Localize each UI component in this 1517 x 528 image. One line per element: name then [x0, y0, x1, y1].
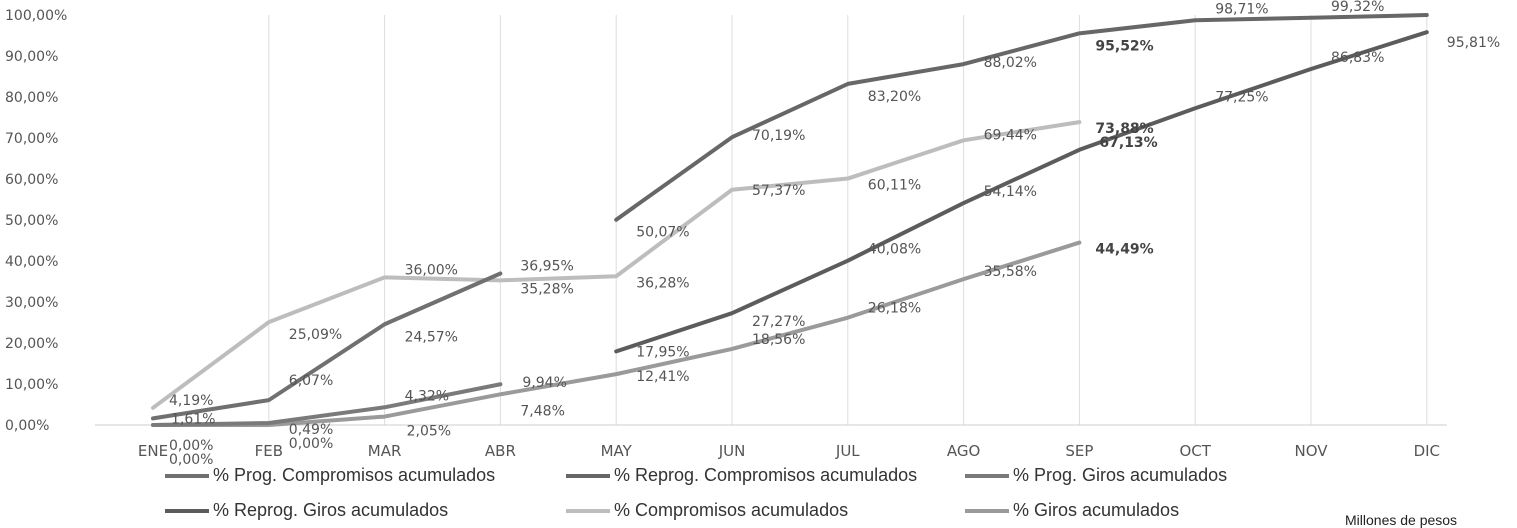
legend-item-reprog-giros: % Reprog. Giros acumulados: [165, 500, 448, 521]
data-label: 2,05%: [407, 424, 451, 440]
legend-item-reprog-compromisos: % Reprog. Compromisos acumulados: [566, 465, 917, 486]
data-label: 4,32%: [405, 388, 449, 404]
data-label: 0,00%: [289, 436, 333, 452]
x-tick-label: JUN: [718, 442, 746, 460]
legend-item-prog-compromisos: % Prog. Compromisos acumulados: [165, 465, 495, 486]
legend-swatch: [965, 473, 1009, 478]
data-label: 35,28%: [520, 281, 573, 297]
x-tick-label: SEP: [1065, 442, 1093, 460]
data-label: 98,71%: [1215, 1, 1268, 17]
y-tick-label: 30,00%: [5, 295, 58, 311]
data-label: 73,88%: [1095, 121, 1153, 137]
data-label: 70,19%: [752, 128, 805, 144]
y-tick-label: 90,00%: [5, 49, 58, 65]
data-label: 44,49%: [1095, 242, 1153, 258]
data-label: 50,07%: [636, 225, 689, 241]
y-tick-label: 20,00%: [5, 336, 58, 352]
x-tick-label: OCT: [1179, 442, 1211, 460]
data-label: 60,11%: [868, 178, 921, 194]
data-label: 0,00%: [169, 452, 213, 468]
y-tick-label: 100,00%: [5, 8, 67, 24]
data-label: 35,58%: [984, 264, 1037, 280]
data-label: 86,83%: [1331, 50, 1384, 66]
legend-item-giros: % Giros acumulados: [965, 500, 1179, 521]
data-label: 1,61%: [171, 411, 215, 427]
data-label: 36,00%: [405, 262, 458, 278]
legend-label: % Giros acumulados: [1013, 500, 1180, 520]
series-line: [614, 30, 1429, 354]
x-tick-label: ABR: [485, 442, 516, 460]
legend-swatch: [566, 473, 610, 478]
y-tick-label: 60,00%: [5, 172, 58, 188]
legend-item-prog-giros: % Prog. Giros acumulados: [965, 465, 1227, 486]
legend-label: % Prog. Giros acumulados: [1013, 465, 1228, 485]
x-tick-label: ENE: [138, 442, 168, 460]
data-label: 36,95%: [520, 259, 573, 275]
data-label: 4,19%: [169, 393, 213, 409]
data-label: 95,52%: [1095, 38, 1153, 54]
data-label: 24,57%: [405, 329, 458, 345]
y-tick-label: 80,00%: [5, 90, 58, 106]
legend-swatch: [965, 508, 1009, 513]
x-tick-label: MAR: [368, 442, 402, 460]
data-label: 95,81%: [1447, 35, 1500, 51]
legend-swatch: [165, 473, 209, 478]
data-label: 77,25%: [1215, 89, 1268, 105]
data-label: 54,14%: [984, 184, 1037, 200]
data-label: 12,41%: [636, 369, 689, 385]
data-label: 0,49%: [289, 422, 333, 438]
legend-swatch: [165, 508, 209, 513]
data-label: 6,07%: [289, 373, 333, 389]
data-label: 26,18%: [868, 301, 921, 317]
series-line: [151, 120, 1082, 410]
data-label: 40,08%: [868, 242, 921, 258]
legend-label: % Compromisos acumulados: [614, 500, 849, 520]
data-label: 18,56%: [752, 332, 805, 348]
x-tick-label: NOV: [1294, 442, 1328, 460]
data-label: 17,95%: [636, 344, 689, 360]
y-tick-label: 10,00%: [5, 377, 58, 393]
x-tick-label: DIC: [1414, 442, 1440, 460]
series-line: [151, 240, 1082, 427]
legend-label: % Reprog. Compromisos acumulados: [614, 465, 918, 485]
series-line: [614, 13, 1429, 222]
data-label: 36,28%: [636, 275, 689, 291]
series-line: [151, 271, 503, 421]
data-label: 57,37%: [752, 183, 805, 199]
units-note: Millones de pesos: [1345, 512, 1458, 528]
y-tick-label: 70,00%: [5, 131, 58, 147]
x-tick-label: JUL: [835, 442, 860, 460]
x-tick-label: MAY: [601, 442, 633, 460]
data-label: 9,94%: [522, 375, 566, 391]
data-label: 0,00%: [169, 438, 213, 454]
data-label: 69,44%: [984, 127, 1037, 143]
data-label: 7,48%: [520, 403, 564, 419]
x-tick-label: FEB: [255, 442, 283, 460]
x-tick-label: AGO: [947, 442, 980, 460]
data-label: 67,13%: [1099, 135, 1157, 151]
data-label: 27,27%: [752, 314, 805, 330]
data-label: 25,09%: [289, 327, 342, 343]
y-tick-label: 0,00%: [5, 418, 49, 434]
series-line: [151, 382, 503, 427]
legend-label: % Reprog. Giros acumulados: [213, 500, 449, 520]
legend-label: % Prog. Compromisos acumulados: [213, 465, 496, 485]
data-label: 83,20%: [868, 89, 921, 105]
y-tick-label: 40,00%: [5, 254, 58, 270]
legend-swatch: [566, 508, 610, 513]
data-label: 99,32%: [1331, 0, 1384, 15]
data-label: 88,02%: [984, 55, 1037, 71]
y-tick-label: 50,00%: [5, 213, 58, 229]
legend-item-compromisos: % Compromisos acumulados: [566, 500, 848, 521]
